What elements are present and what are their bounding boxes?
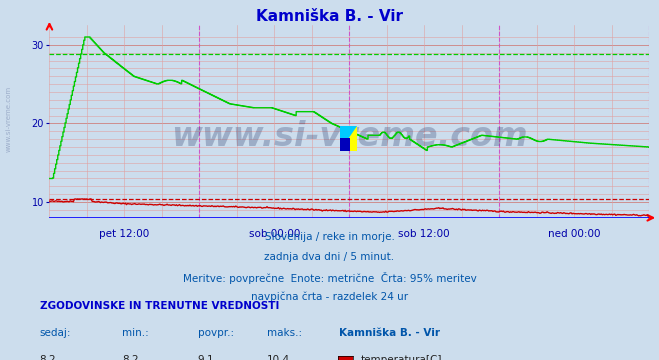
Bar — [340, 126, 357, 151]
Polygon shape — [340, 126, 357, 151]
Text: 8,2: 8,2 — [122, 355, 138, 360]
Text: povpr.:: povpr.: — [198, 328, 234, 338]
Text: Meritve: povprečne  Enote: metrične  Črta: 95% meritev: Meritve: povprečne Enote: metrične Črta:… — [183, 272, 476, 284]
Text: 10,4: 10,4 — [267, 355, 290, 360]
Bar — [340, 138, 349, 151]
Text: zadnja dva dni / 5 minut.: zadnja dva dni / 5 minut. — [264, 252, 395, 262]
Text: pet 12:00: pet 12:00 — [100, 229, 150, 239]
Text: ZGODOVINSKE IN TRENUTNE VREDNOSTI: ZGODOVINSKE IN TRENUTNE VREDNOSTI — [40, 301, 279, 311]
Text: sedaj:: sedaj: — [40, 328, 71, 338]
Text: sob 00:00: sob 00:00 — [248, 229, 300, 239]
Text: maks.:: maks.: — [267, 328, 302, 338]
Text: www.si-vreme.com: www.si-vreme.com — [171, 120, 528, 153]
Text: navpična črta - razdelek 24 ur: navpična črta - razdelek 24 ur — [251, 292, 408, 302]
Text: 8,2: 8,2 — [40, 355, 56, 360]
Text: Kamniška B. - Vir: Kamniška B. - Vir — [256, 9, 403, 24]
Text: temperatura[C]: temperatura[C] — [360, 355, 442, 360]
Text: sob 12:00: sob 12:00 — [399, 229, 450, 239]
Text: min.:: min.: — [122, 328, 149, 338]
Text: ned 00:00: ned 00:00 — [548, 229, 600, 239]
Text: www.si-vreme.com: www.si-vreme.com — [5, 86, 12, 152]
Text: 9,1: 9,1 — [198, 355, 214, 360]
Text: Kamniška B. - Vir: Kamniška B. - Vir — [339, 328, 440, 338]
Text: Slovenija / reke in morje.: Slovenija / reke in morje. — [264, 232, 395, 242]
